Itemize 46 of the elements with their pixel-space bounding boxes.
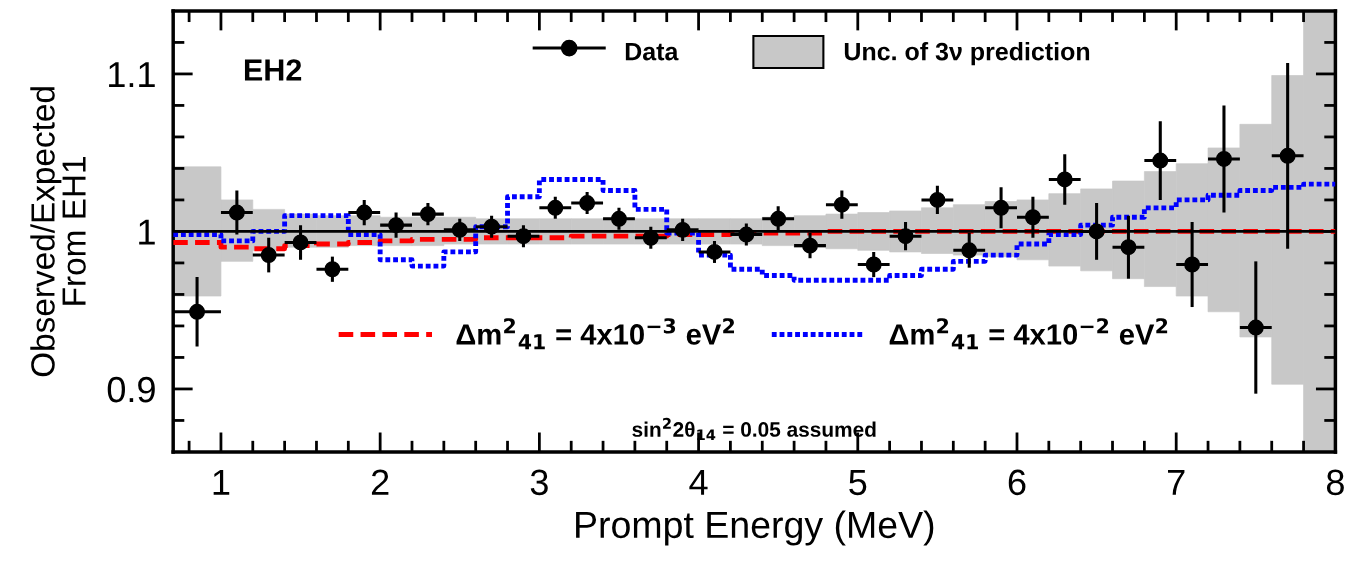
point [1056,171,1073,188]
y-tick-label: 1.1 [109,62,155,88]
x-tick-label: 8 [1326,469,1344,496]
point [865,256,882,273]
point [1215,151,1232,167]
y-tick-label: 0.9 [107,376,155,403]
x-tick-label: 5 [849,469,867,496]
point [1088,223,1105,240]
x-tick-label: 2 [371,469,389,495]
x-tick-label: 4 [689,469,708,495]
point [189,303,206,320]
point [260,247,277,264]
point [579,195,596,212]
x-tick-label: 3 [530,469,548,496]
point [610,210,627,227]
x-tick-label: 1 [213,469,230,495]
point [324,261,341,278]
point [961,242,978,259]
point [706,243,723,260]
point [419,206,436,223]
y-axis-title: Observed/Expected From EH1 [30,87,86,377]
x-tick-label: 6 [1008,469,1026,496]
x-tick-label: 7 [1168,469,1185,495]
point [547,199,564,216]
x-axis-title: Prompt Energy (MeV) [576,510,934,546]
y-tick-label: 1 [139,219,155,245]
point [1024,209,1041,226]
legend-label: Unc. of 3ν prediction [844,42,1090,66]
point [802,237,818,254]
point [1247,319,1264,336]
point [1152,152,1169,169]
annotation: EH2 [244,59,302,81]
point [833,196,850,213]
point [929,191,946,208]
point [1279,147,1296,164]
point [356,204,373,221]
legend-label: Δm$^{2}$$_{41}$ = 4x10$^{−2}$ eV$^{2}$ [889,318,1168,350]
point [1184,256,1201,273]
annotation: sin$^{2}$2θ$_{14}$ = 0.05 assumed [632,417,876,441]
point [1120,239,1137,256]
legend-label: Data [625,42,679,61]
point [228,204,245,221]
point [770,210,787,227]
point [993,199,1010,216]
point [292,234,309,251]
legend-label: Δm$^{2}$$_{41}$ = 4x10$^{−3}$ eV$^{2}$ [456,318,735,350]
